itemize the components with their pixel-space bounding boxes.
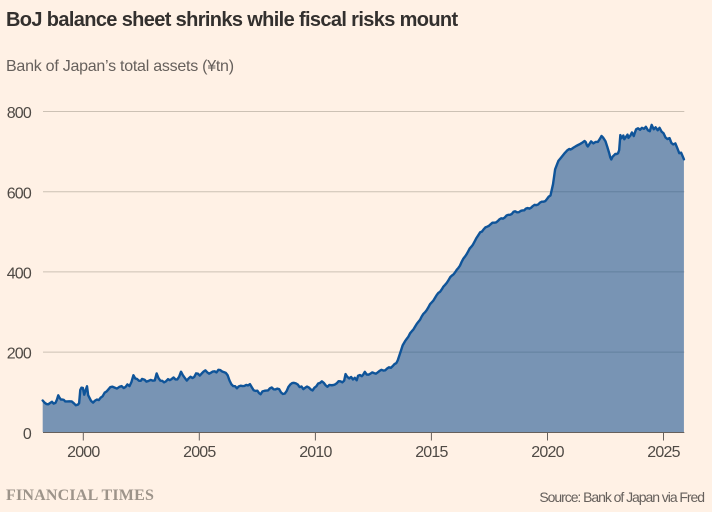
svg-text:600: 600 xyxy=(7,185,32,202)
svg-text:0: 0 xyxy=(23,426,32,443)
svg-text:2005: 2005 xyxy=(183,444,216,461)
svg-text:2010: 2010 xyxy=(299,444,332,461)
svg-text:2000: 2000 xyxy=(67,444,100,461)
svg-text:2015: 2015 xyxy=(415,444,448,461)
svg-text:800: 800 xyxy=(7,105,32,122)
svg-text:2025: 2025 xyxy=(647,444,680,461)
svg-text:400: 400 xyxy=(7,266,32,283)
svg-text:200: 200 xyxy=(7,346,32,363)
svg-text:2020: 2020 xyxy=(531,444,564,461)
